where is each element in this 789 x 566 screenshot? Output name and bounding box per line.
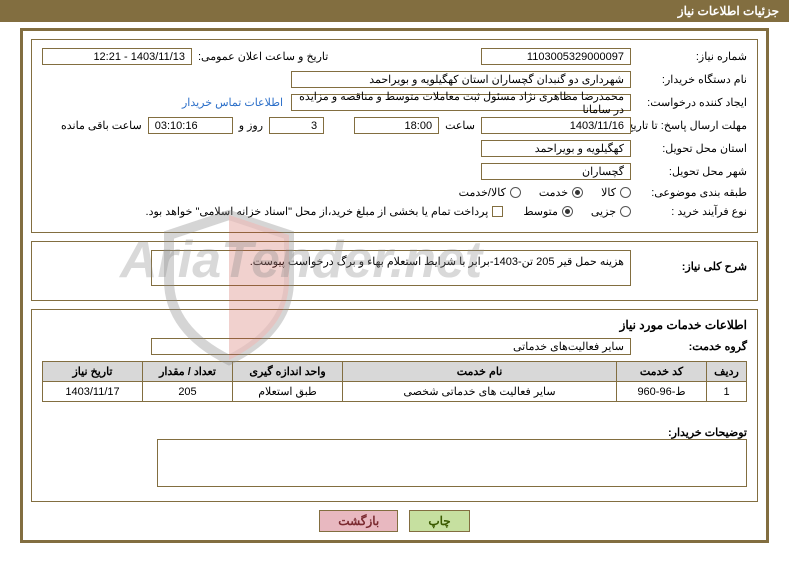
print-button[interactable]: چاپ xyxy=(409,510,469,532)
deadline-label: مهلت ارسال پاسخ: تا تاریخ: xyxy=(637,119,747,132)
process-radio-group: جزیی متوسط xyxy=(523,205,631,218)
description-box: شرح کلی نیاز: هزینه حمل قیر 205 تن-1403-… xyxy=(31,241,758,301)
cell-unit: طبق استعلام xyxy=(233,382,343,402)
need-number-field: 1103005329000097 xyxy=(481,48,631,65)
city-field: گچساران xyxy=(481,163,631,180)
radio-medium-label: متوسط xyxy=(523,205,558,218)
requester-label: ایجاد کننده درخواست: xyxy=(637,96,747,109)
deadline-time-field: 18:00 xyxy=(354,117,439,134)
days-label: روز و xyxy=(239,119,263,132)
main-frame: شماره نیاز: 1103005329000097 تاریخ و ساع… xyxy=(20,28,769,543)
city-label: شهر محل تحویل: xyxy=(637,165,747,178)
cell-row: 1 xyxy=(707,382,747,402)
radio-both[interactable]: کالا/خدمت xyxy=(459,186,521,199)
radio-service-icon xyxy=(572,187,583,198)
info-box: شماره نیاز: 1103005329000097 تاریخ و ساع… xyxy=(31,39,758,233)
th-code: کد خدمت xyxy=(617,362,707,382)
need-number-label: شماره نیاز: xyxy=(637,50,747,63)
table-row: 1 ط-96-960 سایر فعالیت های خدماتی شخصی ط… xyxy=(43,382,747,402)
services-info-label: اطلاعات خدمات مورد نیاز xyxy=(42,318,747,332)
th-name: نام خدمت xyxy=(343,362,617,382)
services-table: ردیف کد خدمت نام خدمت واحد اندازه گیری ت… xyxy=(42,361,747,402)
announce-date-field: 1403/11/13 - 12:21 xyxy=(42,48,192,65)
services-box: اطلاعات خدمات مورد نیاز گروه خدمت: سایر … xyxy=(31,309,758,502)
radio-small-label: جزیی xyxy=(591,205,616,218)
payment-note: پرداخت تمام یا بخشی از مبلغ خرید،از محل … xyxy=(146,205,489,218)
cell-qty: 205 xyxy=(143,382,233,402)
cell-code: ط-96-960 xyxy=(617,382,707,402)
radio-small-icon xyxy=(620,206,631,217)
announce-date-label: تاریخ و ساعت اعلان عمومی: xyxy=(198,50,328,63)
radio-both-icon xyxy=(510,187,521,198)
category-radio-group: کالا خدمت کالا/خدمت xyxy=(459,186,631,199)
desc-label: شرح کلی نیاز: xyxy=(637,250,747,273)
radio-service[interactable]: خدمت xyxy=(539,186,583,199)
radio-medium-icon xyxy=(562,206,573,217)
province-label: استان محل تحویل: xyxy=(637,142,747,155)
buyer-org-label: نام دستگاه خریدار: xyxy=(637,73,747,86)
back-button[interactable]: بازگشت xyxy=(319,510,398,532)
deadline-date-field: 1403/11/16 xyxy=(481,117,631,134)
th-row: ردیف xyxy=(707,362,747,382)
button-row: چاپ بازگشت xyxy=(31,510,758,532)
service-group-label: گروه خدمت: xyxy=(637,340,747,353)
contact-link[interactable]: اطلاعات تماس خریدار xyxy=(182,96,283,109)
process-label: نوع فرآیند خرید : xyxy=(637,205,747,218)
buyer-notes-label: توضیحات خریدار: xyxy=(637,410,747,439)
buyer-notes-textarea xyxy=(157,439,747,487)
category-label: طبقه بندی موضوعی: xyxy=(637,186,747,199)
th-unit: واحد اندازه گیری xyxy=(233,362,343,382)
remaining-label: ساعت باقی مانده xyxy=(61,119,142,132)
days-remaining-field: 3 xyxy=(269,117,324,134)
time-remaining-field: 03:10:16 xyxy=(148,117,233,134)
title-bar: جزئیات اطلاعات نیاز xyxy=(0,0,789,22)
buyer-org-field: شهرداری دو گنبدان گچساران استان کهگیلویه… xyxy=(291,71,631,88)
service-group-field: سایر فعالیت‌های خدماتی xyxy=(151,338,631,355)
th-qty: تعداد / مقدار xyxy=(143,362,233,382)
payment-checkbox[interactable] xyxy=(492,206,503,217)
province-field: کهگیلویه و بویراحمد xyxy=(481,140,631,157)
th-date: تاریخ نیاز xyxy=(43,362,143,382)
radio-service-label: خدمت xyxy=(539,186,568,199)
radio-medium[interactable]: متوسط xyxy=(523,205,573,218)
radio-goods[interactable]: کالا xyxy=(601,186,631,199)
requester-field: محمدرضا مظاهری نژاد مسئول ثبت معاملات مت… xyxy=(291,94,631,111)
radio-both-label: کالا/خدمت xyxy=(459,186,506,199)
page-title: جزئیات اطلاعات نیاز xyxy=(678,4,779,18)
radio-small[interactable]: جزیی xyxy=(591,205,631,218)
radio-goods-icon xyxy=(620,187,631,198)
time-label: ساعت xyxy=(445,119,475,132)
table-header-row: ردیف کد خدمت نام خدمت واحد اندازه گیری ت… xyxy=(43,362,747,382)
desc-textarea: هزینه حمل قیر 205 تن-1403-برابر با شرایط… xyxy=(151,250,631,286)
cell-date: 1403/11/17 xyxy=(43,382,143,402)
cell-name: سایر فعالیت های خدماتی شخصی xyxy=(343,382,617,402)
radio-goods-label: کالا xyxy=(601,186,616,199)
